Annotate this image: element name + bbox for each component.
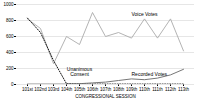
svg-text:0: 0 xyxy=(11,82,14,87)
svg-text:600: 600 xyxy=(6,34,14,39)
svg-text:Voice Votes: Voice Votes xyxy=(131,11,158,17)
svg-text:200: 200 xyxy=(6,66,14,71)
svg-text:105th: 105th xyxy=(74,87,86,92)
svg-text:107th: 107th xyxy=(100,87,112,92)
svg-text:1000: 1000 xyxy=(3,2,14,7)
svg-text:108th: 108th xyxy=(113,87,125,92)
svg-text:113th: 113th xyxy=(178,87,189,92)
svg-text:112th: 112th xyxy=(165,87,176,92)
svg-text:110th: 110th xyxy=(139,87,150,92)
svg-text:CONGRESSIONAL SESSION: CONGRESSIONAL SESSION xyxy=(75,94,135,99)
svg-text:Recorded Votes: Recorded Votes xyxy=(132,71,168,77)
svg-text:106th: 106th xyxy=(87,87,99,92)
svg-text:109th: 109th xyxy=(126,87,138,92)
svg-text:400: 400 xyxy=(6,50,14,55)
svg-text:111th: 111th xyxy=(152,87,163,92)
svg-text:103rd: 103rd xyxy=(48,87,60,92)
svg-text:101st: 101st xyxy=(22,87,34,92)
svg-text:UnanimousConsent: UnanimousConsent xyxy=(67,66,93,78)
svg-text:102nd: 102nd xyxy=(34,87,47,92)
svg-text:800: 800 xyxy=(6,18,14,23)
svg-text:104th: 104th xyxy=(61,87,73,92)
